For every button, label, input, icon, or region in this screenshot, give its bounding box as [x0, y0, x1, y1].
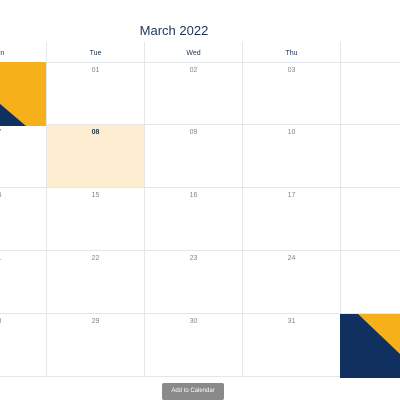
day-cell[interactable]: 14 — [0, 188, 47, 251]
event-marker[interactable] — [340, 314, 400, 378]
day-cell[interactable]: 07 — [0, 125, 47, 188]
day-cell[interactable]: 24 — [243, 251, 341, 314]
day-cell[interactable]: 15 — [47, 188, 145, 251]
day-cell[interactable]: 30 — [145, 314, 243, 377]
weekday-header: Wed — [145, 42, 243, 62]
day-cell[interactable]: 03 — [243, 62, 341, 125]
day-cell[interactable]: 22 — [47, 251, 145, 314]
day-cell[interactable]: 01 — [47, 62, 145, 125]
day-cell[interactable]: 16 — [145, 188, 243, 251]
day-cell[interactable]: 10 — [243, 125, 341, 188]
day-cell[interactable] — [341, 62, 400, 125]
day-cell[interactable]: 02 — [145, 62, 243, 125]
day-cell[interactable]: 31 — [243, 314, 341, 377]
weekday-header: Thu — [243, 42, 341, 62]
day-cell[interactable] — [341, 125, 400, 188]
day-cell[interactable]: 21 — [0, 251, 47, 314]
day-cell[interactable] — [341, 251, 400, 314]
event-marker[interactable] — [0, 62, 46, 126]
weekday-header: Mon — [0, 42, 47, 62]
day-cell[interactable]: 28 — [0, 314, 47, 377]
day-cell[interactable] — [341, 188, 400, 251]
weekday-header — [341, 42, 400, 62]
weekday-header: Tue — [47, 42, 145, 62]
calendar-grid: Mon Tue Wed Thu 28 01 02 03 07 08 09 10 … — [0, 42, 400, 396]
day-cell[interactable]: 23 — [145, 251, 243, 314]
add-to-calendar-button[interactable]: Add to Calendar — [162, 383, 224, 400]
day-cell[interactable]: 09 — [145, 125, 243, 188]
month-title: March 2022 — [139, 23, 209, 38]
day-cell[interactable]: 17 — [243, 188, 341, 251]
day-cell[interactable]: 29 — [47, 314, 145, 377]
day-cell-today[interactable]: 08 — [47, 125, 145, 188]
